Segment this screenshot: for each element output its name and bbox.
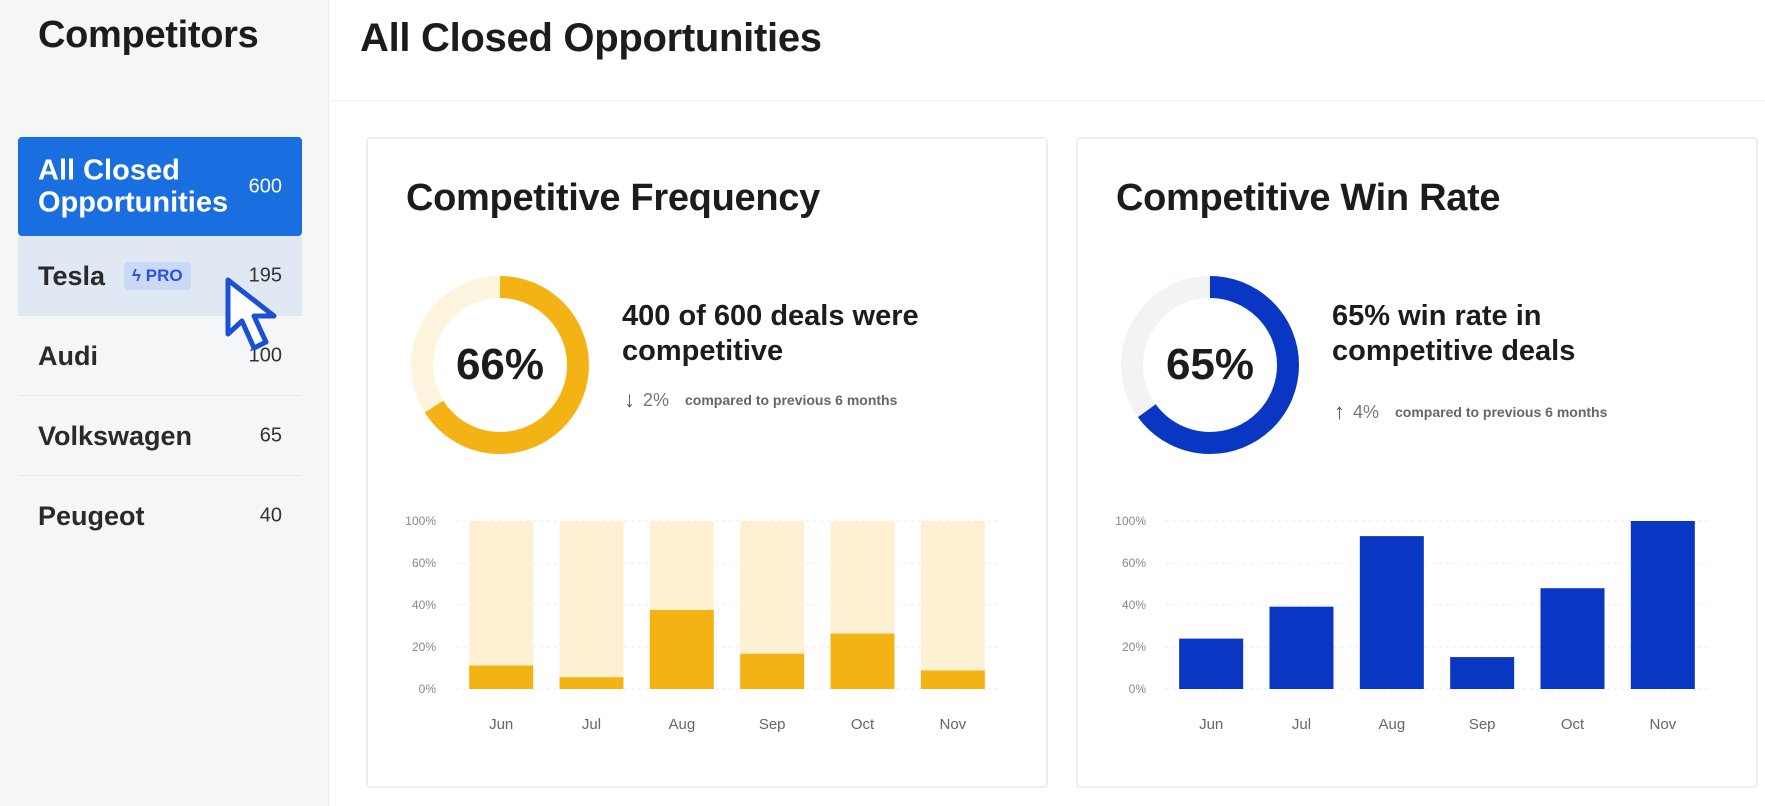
competitor-item-volkswagen[interactable]: Volkswagen 65 bbox=[18, 396, 302, 476]
donut-percentage: 66% bbox=[455, 340, 545, 389]
y-tick-label: 40% bbox=[1122, 598, 1146, 612]
donut-arc bbox=[411, 276, 589, 454]
x-tick-label: Oct bbox=[851, 716, 875, 733]
y-tick-label: 0% bbox=[419, 682, 437, 696]
bar-nov bbox=[920, 670, 985, 689]
competitor-item-tesla[interactable]: Tesla ϟ PRO 195 bbox=[18, 236, 302, 316]
card-title: Competitive Frequency bbox=[406, 177, 820, 219]
frequency-bar-chart: 0% 20% 40% 60% 100% Jun Jul Aug Sep Oct Nov bbox=[405, 514, 998, 733]
arrow-down-icon: ↓ bbox=[624, 387, 635, 412]
competitor-count: 100 bbox=[248, 344, 282, 366]
bar-aug bbox=[1359, 536, 1424, 689]
arrow-up-icon: ↑ bbox=[1334, 399, 1345, 424]
y-tick-label: 0% bbox=[1129, 682, 1147, 696]
bar-background-nov bbox=[920, 521, 985, 689]
x-tick-label: Sep bbox=[759, 716, 786, 733]
bar-background-jun bbox=[469, 521, 534, 689]
y-tick-label: 40% bbox=[412, 598, 436, 612]
y-tick-label: 20% bbox=[1122, 640, 1146, 654]
donut-arc bbox=[1121, 276, 1299, 454]
x-tick-label: Jun bbox=[1199, 716, 1223, 733]
bar-aug bbox=[649, 610, 714, 689]
lightning-icon: ϟ bbox=[132, 265, 141, 285]
competitor-list: All Closed Opportunities 600 Tesla ϟ PRO… bbox=[18, 137, 302, 556]
frequency-headline: 400 of 600 deals were competitive bbox=[622, 300, 919, 368]
competitor-item-audi[interactable]: Audi 100 bbox=[18, 316, 302, 396]
y-tick-label: 100% bbox=[1115, 514, 1146, 528]
bar-jul bbox=[1269, 606, 1334, 689]
bar-background-jul bbox=[559, 521, 624, 689]
donut-percentage: 65% bbox=[1165, 340, 1255, 389]
y-tick-label: 20% bbox=[412, 640, 436, 654]
x-tick-label: Jun bbox=[489, 716, 513, 733]
x-tick-label: Jul bbox=[1292, 716, 1311, 733]
page-title: All Closed Opportunities bbox=[360, 16, 822, 60]
bar-sep bbox=[740, 653, 805, 689]
competitor-label: Tesla bbox=[38, 260, 106, 291]
sidebar-title: Competitors bbox=[38, 14, 259, 56]
competitor-label: Peugeot bbox=[38, 500, 145, 531]
bar-sep bbox=[1450, 657, 1515, 689]
y-tick-label: 60% bbox=[412, 556, 436, 570]
win-rate-bar-chart: 0% 20% 40% 60% 100% Jun Jul Aug Sep Oct Nov bbox=[1115, 514, 1708, 733]
bar-jun bbox=[1179, 638, 1244, 689]
bar-nov bbox=[1630, 521, 1695, 689]
y-tick-label: 100% bbox=[405, 514, 436, 528]
bar-oct bbox=[830, 633, 895, 689]
competitor-count: 195 bbox=[248, 264, 282, 286]
x-tick-label: Nov bbox=[939, 716, 966, 733]
competitor-label: Audi bbox=[38, 340, 98, 371]
competitor-label: All Closed Opportunities bbox=[38, 154, 229, 219]
competitor-count: 65 bbox=[259, 424, 282, 446]
header-divider bbox=[330, 100, 1765, 101]
x-tick-label: Aug bbox=[1378, 716, 1405, 733]
x-tick-label: Aug bbox=[668, 716, 695, 733]
win-rate-donut-chart bbox=[1121, 276, 1299, 454]
x-tick-label: Sep bbox=[1469, 716, 1496, 733]
bar-jun bbox=[469, 665, 534, 689]
y-tick-label: 60% bbox=[1122, 556, 1146, 570]
frequency-change: ↓ 2% compared to previous 6 months bbox=[624, 387, 897, 413]
competitors-sidebar: Competitors All Closed Opportunities 600… bbox=[0, 0, 329, 806]
competitor-label: Volkswagen bbox=[38, 420, 193, 451]
win-rate-headline: 65% win rate in competitive deals bbox=[1332, 300, 1576, 368]
frequency-donut-chart bbox=[411, 276, 589, 454]
competitive-frequency-card: Competitive Frequency 66% 400 of 600 dea… bbox=[366, 137, 1048, 788]
competitive-win-rate-card: Competitive Win Rate 65% 65% win rate in… bbox=[1076, 137, 1758, 788]
change-percent: 2% bbox=[643, 389, 670, 410]
x-tick-label: Nov bbox=[1649, 716, 1676, 733]
x-tick-label: Jul bbox=[582, 716, 601, 733]
competitor-count: 600 bbox=[248, 175, 282, 197]
x-tick-label: Oct bbox=[1561, 716, 1585, 733]
pro-badge: ϟ PRO bbox=[124, 261, 191, 290]
competitor-item-peugeot[interactable]: Peugeot 40 bbox=[18, 476, 302, 556]
change-percent: 4% bbox=[1353, 401, 1380, 422]
change-note: compared to previous 6 months bbox=[685, 392, 898, 408]
competitor-item-all-closed-opportunities[interactable]: All Closed Opportunities 600 bbox=[18, 137, 302, 236]
win-rate-change: ↑ 4% compared to previous 6 months bbox=[1334, 399, 1607, 425]
card-title: Competitive Win Rate bbox=[1116, 177, 1501, 219]
change-note: compared to previous 6 months bbox=[1395, 404, 1608, 420]
competitor-count: 40 bbox=[259, 504, 282, 527]
bar-jul bbox=[559, 677, 624, 689]
bar-oct bbox=[1540, 588, 1605, 689]
